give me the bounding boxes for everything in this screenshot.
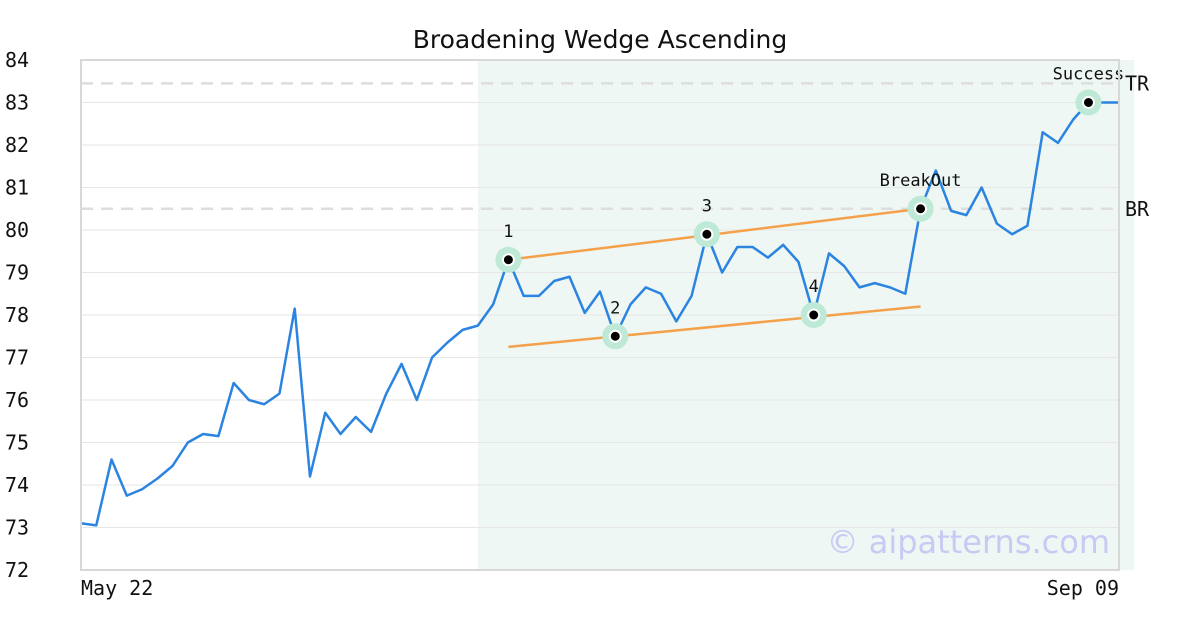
y-tick-label: 81 [5, 176, 29, 200]
x-tick-label-start: May 22 [81, 576, 153, 600]
y-tick-label: 74 [5, 473, 29, 497]
y-tick-label: 82 [5, 133, 29, 157]
grid-layer [81, 59, 1119, 571]
chart-title: Broadening Wedge Ascending [413, 25, 788, 54]
marker-point-success [1081, 96, 1095, 109]
y-tick-label: 76 [5, 388, 29, 412]
marker-point-2 [608, 329, 622, 343]
y-tick-label: 83 [5, 91, 29, 115]
y-tick-label: 77 [5, 346, 29, 370]
plot-frame [80, 59, 1120, 571]
markers-layer: 1 2 3 4 BreakOut Success [495, 65, 1124, 350]
y-tick-label: 84 [5, 48, 29, 72]
levels-layer: TR BR [81, 71, 1150, 221]
marker-label-1: 1 [503, 222, 513, 242]
y-tick-label: 72 [5, 558, 29, 582]
marker-point-3 [700, 227, 714, 241]
y-axis-ticks: 72 73 74 75 76 77 78 79 80 81 82 83 84 [5, 48, 29, 582]
marker-point-4 [807, 308, 821, 322]
marker-label-success: Success [1053, 65, 1125, 85]
price-series-line [80, 101, 1119, 527]
marker-label-3: 3 [702, 196, 712, 216]
x-tick-label-end: Sep 09 [1047, 576, 1119, 600]
y-tick-label: 73 [5, 516, 29, 540]
series-layer [80, 101, 1119, 527]
y-tick-label: 79 [5, 261, 29, 285]
level-label-br: BR [1125, 197, 1150, 221]
y-tick-label: 78 [5, 303, 29, 327]
marker-point-1 [501, 253, 515, 267]
trendline-lower [508, 305, 921, 349]
y-tick-label: 80 [5, 218, 29, 242]
marker-label-breakout: BreakOut [880, 171, 962, 191]
watermark: © aipatterns.com [827, 523, 1110, 561]
y-tick-label: 75 [5, 431, 29, 455]
level-label-tr: TR [1125, 71, 1150, 95]
marker-point-breakout [914, 202, 928, 216]
marker-label-2: 2 [610, 298, 620, 318]
marker-label-4: 4 [809, 277, 819, 297]
